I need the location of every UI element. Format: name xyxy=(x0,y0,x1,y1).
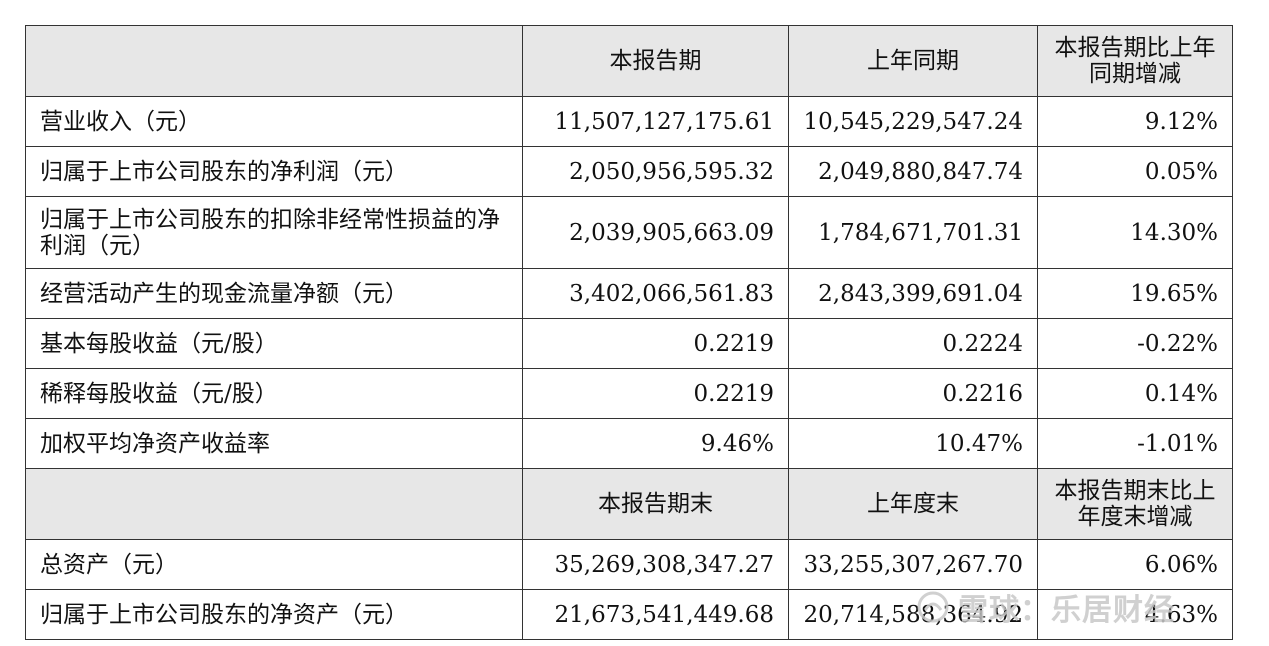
prior-value: 2,843,399,691.04 xyxy=(788,268,1038,319)
change-value: 19.65% xyxy=(1037,268,1233,319)
key-financial-data-table: 本报告期 上年同期 本报告期比上年同期增减 营业收入（元） 11,507,127… xyxy=(25,25,1233,640)
prior-value: 1,784,671,701.31 xyxy=(788,196,1038,269)
table-row: 经营活动产生的现金流量净额（元） 3,402,066,561.83 2,843,… xyxy=(25,268,1233,319)
change-value: -0.22% xyxy=(1037,318,1233,369)
table-row: 归属于上市公司股东的净资产（元） 21,673,541,449.68 20,71… xyxy=(25,589,1233,640)
table-row: 基本每股收益（元/股） 0.2219 0.2224 -0.22% xyxy=(25,318,1233,369)
table-row: 归属于上市公司股东的扣除非经常性损益的净利润（元） 2,039,905,663.… xyxy=(25,196,1233,269)
prior-value: 2,049,880,847.74 xyxy=(788,146,1038,197)
header-blank-cell xyxy=(25,25,523,97)
change-value: 9.12% xyxy=(1037,96,1233,147)
header-prior-year-end: 上年度末 xyxy=(788,468,1038,540)
current-value: 0.2219 xyxy=(522,368,789,419)
prior-value: 10.47% xyxy=(788,418,1038,469)
table-header-row-period-end: 本报告期末 上年度末 本报告期末比上年度末增减 xyxy=(25,468,1233,540)
current-value: 21,673,541,449.68 xyxy=(522,589,789,640)
change-value: -1.01% xyxy=(1037,418,1233,469)
row-label: 归属于上市公司股东的扣除非经常性损益的净利润（元） xyxy=(25,196,523,269)
row-label: 经营活动产生的现金流量净额（元） xyxy=(25,268,523,319)
change-value: 14.30% xyxy=(1037,196,1233,269)
row-label: 营业收入（元） xyxy=(25,96,523,147)
row-label: 归属于上市公司股东的净利润（元） xyxy=(25,146,523,197)
current-value: 2,039,905,663.09 xyxy=(522,196,789,269)
prior-value: 0.2224 xyxy=(788,318,1038,369)
header-period-change: 本报告期比上年同期增减 xyxy=(1037,25,1233,97)
header-current-period: 本报告期 xyxy=(522,25,789,97)
header-blank-cell xyxy=(25,468,523,540)
header-period-end-change: 本报告期末比上年度末增减 xyxy=(1037,468,1233,540)
change-value: 0.05% xyxy=(1037,146,1233,197)
table-header-row-period: 本报告期 上年同期 本报告期比上年同期增减 xyxy=(25,25,1233,97)
current-value: 9.46% xyxy=(522,418,789,469)
prior-value: 20,714,588,364.92 xyxy=(788,589,1038,640)
current-value: 11,507,127,175.61 xyxy=(522,96,789,147)
row-label: 归属于上市公司股东的净资产（元） xyxy=(25,589,523,640)
prior-value: 33,255,307,267.70 xyxy=(788,539,1038,590)
change-value: 4.63% xyxy=(1037,589,1233,640)
header-current-period-end: 本报告期末 xyxy=(522,468,789,540)
row-label: 加权平均净资产收益率 xyxy=(25,418,523,469)
current-value: 0.2219 xyxy=(522,318,789,369)
table-row: 归属于上市公司股东的净利润（元） 2,050,956,595.32 2,049,… xyxy=(25,146,1233,197)
current-value: 35,269,308,347.27 xyxy=(522,539,789,590)
change-value: 6.06% xyxy=(1037,539,1233,590)
prior-value: 0.2216 xyxy=(788,368,1038,419)
current-value: 3,402,066,561.83 xyxy=(522,268,789,319)
row-label: 稀释每股收益（元/股） xyxy=(25,368,523,419)
table-row: 稀释每股收益（元/股） 0.2219 0.2216 0.14% xyxy=(25,368,1233,419)
table-row: 总资产（元） 35,269,308,347.27 33,255,307,267.… xyxy=(25,539,1233,590)
change-value: 0.14% xyxy=(1037,368,1233,419)
table-row: 加权平均净资产收益率 9.46% 10.47% -1.01% xyxy=(25,418,1233,469)
current-value: 2,050,956,595.32 xyxy=(522,146,789,197)
row-label: 总资产（元） xyxy=(25,539,523,590)
row-label: 基本每股收益（元/股） xyxy=(25,318,523,369)
header-prior-period: 上年同期 xyxy=(788,25,1038,97)
prior-value: 10,545,229,547.24 xyxy=(788,96,1038,147)
table-row: 营业收入（元） 11,507,127,175.61 10,545,229,547… xyxy=(25,96,1233,147)
